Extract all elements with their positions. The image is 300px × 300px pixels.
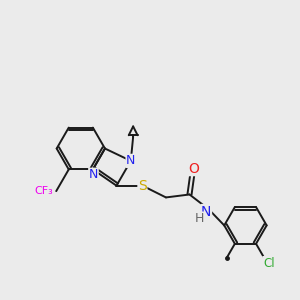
Text: N: N	[126, 154, 136, 167]
Text: S: S	[138, 179, 147, 193]
Text: CF₃: CF₃	[34, 186, 53, 196]
Text: H: H	[194, 212, 204, 225]
Text: N: N	[89, 168, 98, 181]
Text: O: O	[188, 162, 199, 176]
Text: Cl: Cl	[263, 256, 274, 270]
Text: N: N	[201, 205, 211, 219]
